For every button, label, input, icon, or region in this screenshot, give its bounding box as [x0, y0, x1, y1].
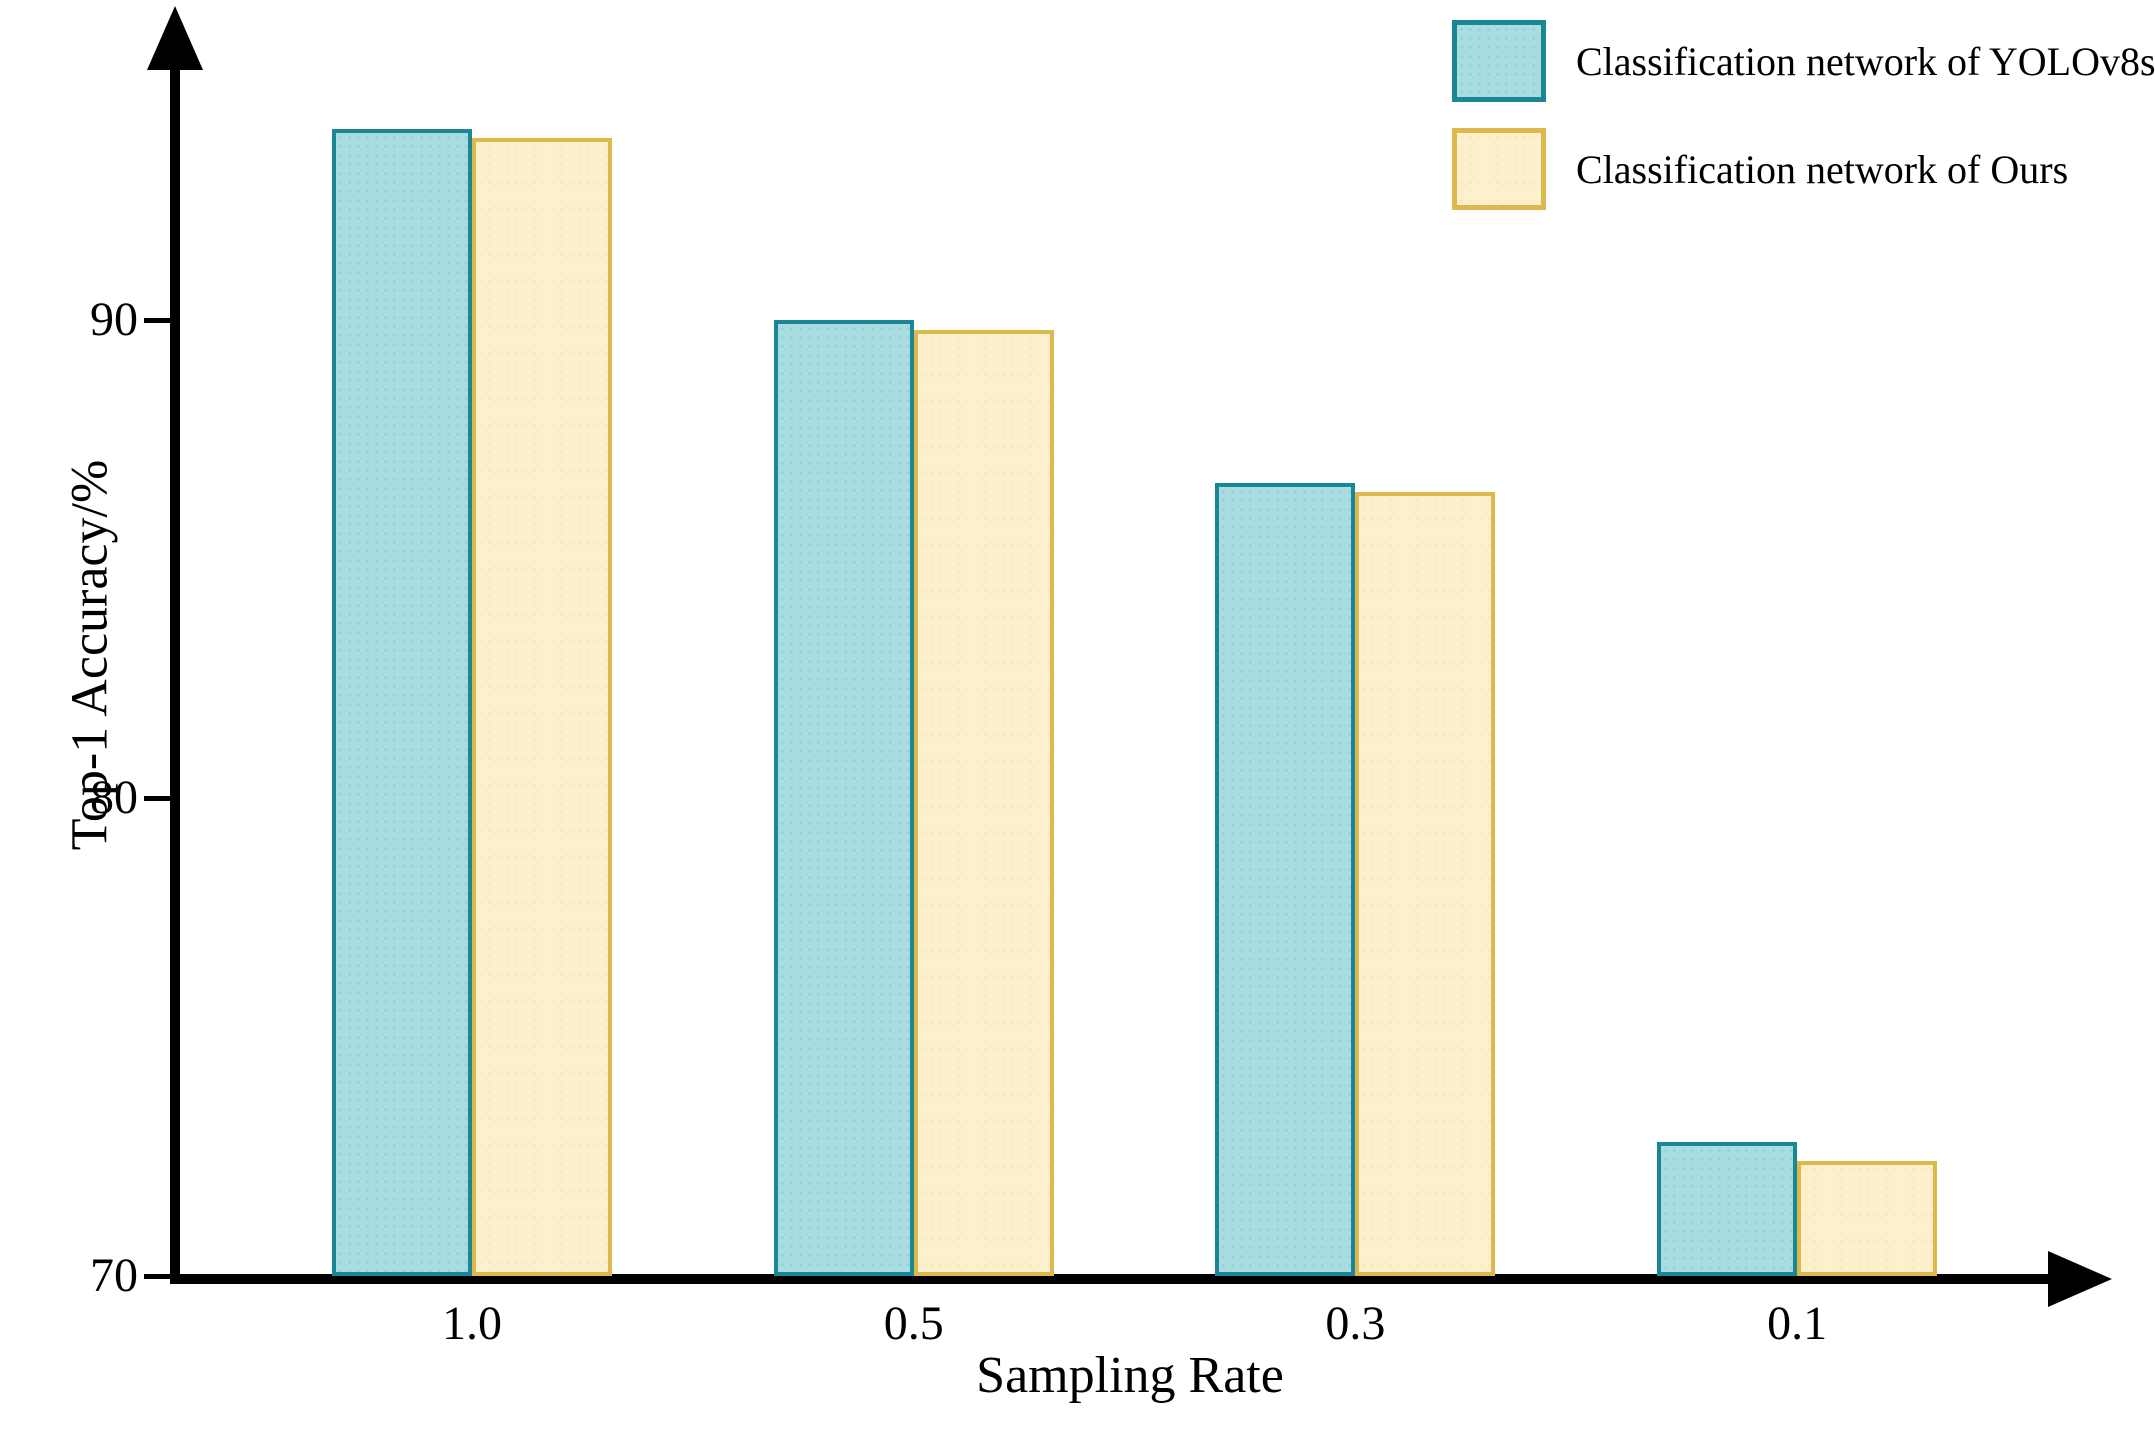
x-tick-label: 0.1 [1767, 1297, 1828, 1350]
bar-series1-x0.3 [1355, 492, 1496, 1276]
y-tick-label: 90 [90, 293, 138, 346]
bar-series1-x0.5 [913, 329, 1054, 1276]
bar-series0-x0.5 [773, 320, 914, 1276]
x-tick-label: 1.0 [442, 1297, 502, 1350]
y-axis-line [170, 50, 180, 1284]
y-tick-mark [144, 795, 176, 801]
legend: Classification network of YOLOv8s Classif… [1452, 20, 2155, 236]
bar-series1-x1.0 [472, 138, 612, 1276]
y-tick-label: 80 [90, 771, 138, 824]
x-axis-title: Sampling Rate [976, 1347, 1284, 1404]
bar-series0-x0.3 [1215, 482, 1356, 1276]
bar-series0-x0.1 [1657, 1142, 1798, 1276]
legend-label: Classification network of Ours [1576, 146, 2069, 192]
bar-series1-x0.1 [1797, 1161, 1938, 1276]
y-axis-title: Top-1 Accuracy/% [61, 459, 119, 851]
y-axis-arrowhead-icon [147, 6, 203, 70]
legend-swatch-icon [1452, 20, 1546, 102]
x-axis-line [170, 1274, 2055, 1284]
legend-item: Classification network of Ours [1452, 128, 2155, 210]
x-tick-label: 0.3 [1325, 1297, 1386, 1350]
legend-label: Classification network of YOLOv8s [1576, 38, 2155, 84]
y-tick-mark [144, 317, 176, 323]
y-tick-mark [144, 1273, 176, 1279]
y-tick-label: 70 [90, 1249, 138, 1302]
x-tick-label: 0.5 [883, 1297, 944, 1350]
legend-item: Classification network of YOLOv8s [1452, 20, 2155, 102]
x-axis-arrowhead-icon [2048, 1251, 2112, 1307]
legend-swatch-icon [1452, 128, 1546, 210]
bar-series0-x1.0 [332, 128, 472, 1276]
